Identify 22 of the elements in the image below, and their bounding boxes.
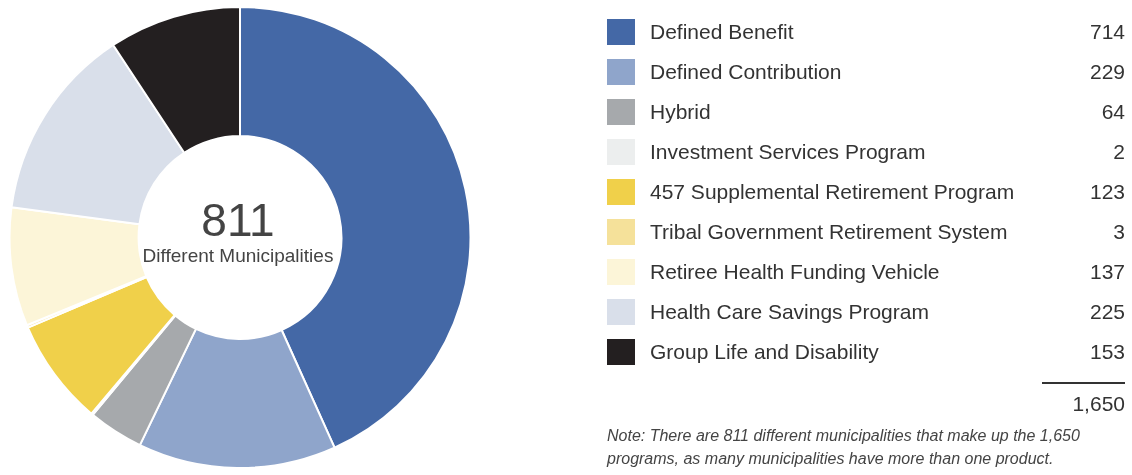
data-label: 153 [1089,340,1125,364]
data-label: 2 [1113,140,1125,164]
data-label: 64 [1101,100,1125,124]
legend-label: Defined Contribution [650,60,843,84]
legend-label: Investment Services Program [650,140,927,164]
data-label: 137 [1089,260,1125,284]
data-label: 3 [1113,220,1125,244]
data-label: 225 [1089,300,1125,324]
legend-label: Hybrid [650,100,712,124]
legend-label: 457 Supplemental Retirement Program [650,180,1016,204]
text: Note: There are 811 different municipalities that make up the 1,650 programs, as many municipalities have more than one product. [607,426,1081,469]
data-label: 714 [1089,20,1125,44]
legend-label: Group Life and Disability [650,340,880,364]
data-label: 123 [1089,180,1125,204]
data-label: 229 [1089,60,1125,84]
text: 1,650 [1042,382,1125,416]
text: Different Municipalities [141,245,335,267]
legend-label: Health Care Savings Program [650,300,930,324]
legend-label: Defined Benefit [650,20,795,44]
legend-label: Tribal Government Retirement System [650,220,1009,244]
legend-label: Retiree Health Funding Vehicle [650,260,941,284]
text: 811 [200,194,276,246]
